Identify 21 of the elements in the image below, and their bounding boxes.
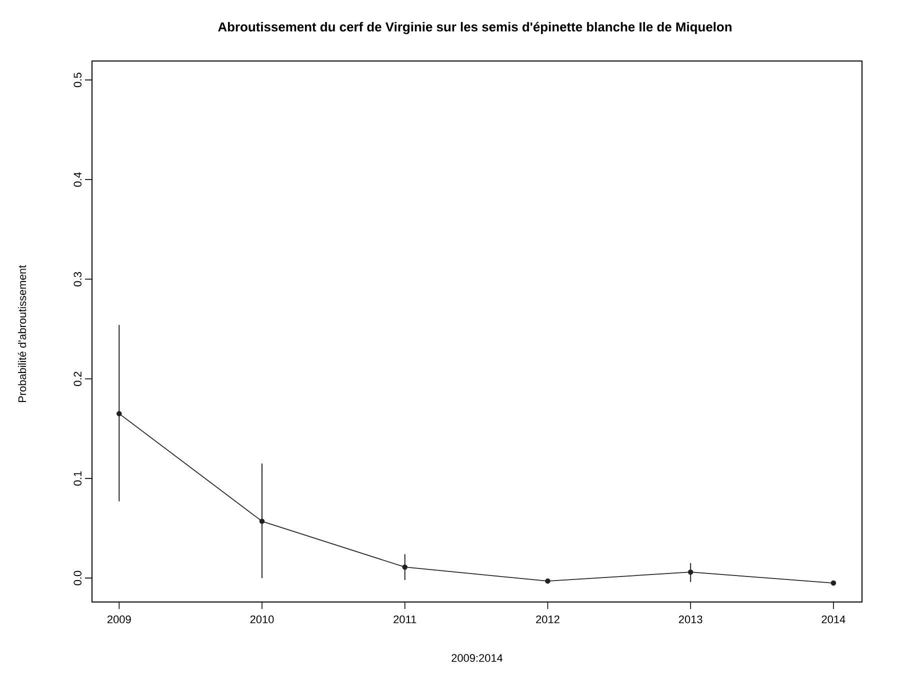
point <box>830 580 836 586</box>
point <box>402 564 408 570</box>
x-tick-label: 2014 <box>822 616 846 624</box>
y-tick-label: 0.5 <box>74 72 82 88</box>
x-tick-label: 2010 <box>250 616 274 624</box>
y-tick-label: 0.4 <box>74 172 82 187</box>
y-tick-label: 0.1 <box>74 471 82 486</box>
x-tick-label: 2011 <box>394 616 416 624</box>
y-tick-label: 0.0 <box>74 570 82 586</box>
point <box>688 569 694 575</box>
x-tick-label: 2009 <box>108 616 131 624</box>
x-tick-label: 2012 <box>536 616 560 624</box>
point <box>116 411 122 416</box>
point <box>259 518 265 524</box>
y-tick-label: 0.3 <box>74 272 82 286</box>
x-axis-title: 2009:2014 <box>452 654 503 662</box>
y-axis-title: Probabilité d'abroutissement <box>18 265 26 402</box>
y-tick-label: 0.2 <box>74 372 82 386</box>
point <box>545 578 550 584</box>
chart-title: Abroutissement du cerf de Virginie sur les semis d'épinette blanche Ile de Miquelon <box>218 22 732 34</box>
x-tick-label: 2013 <box>678 616 702 624</box>
